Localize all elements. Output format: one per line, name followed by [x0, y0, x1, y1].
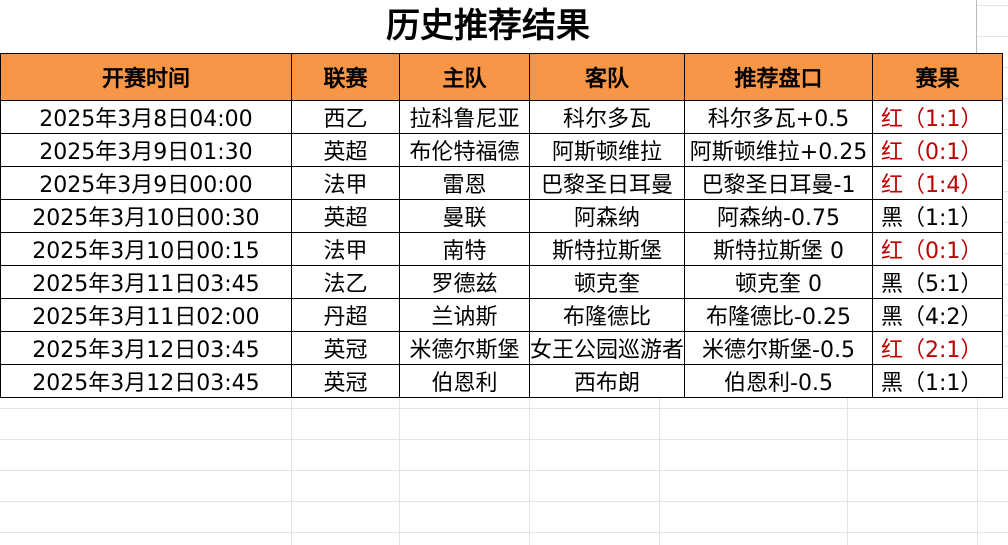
- cell: 法甲: [291, 166, 400, 200]
- cell: 丹超: [291, 298, 400, 332]
- results-table: 开赛时间 联赛 主队 客队 推荐盘口 赛果 2025年3月8日04:00 西乙 拉科鲁尼亚 科尔…: [0, 53, 1004, 398]
- cell: 红（0:1）: [872, 133, 1004, 167]
- data-row: 2025年3月12日03:45 英冠 伯恩利 西布朗 伯恩利-0.5 黑（1:1）: [0, 364, 1004, 398]
- cell: 阿斯顿维拉: [528, 133, 686, 167]
- cell: 英冠: [291, 364, 400, 398]
- cell: 红（1:4）: [872, 166, 1004, 200]
- cell: 2025年3月11日03:45: [0, 265, 292, 299]
- data-row: 2025年3月8日04:00 西乙 拉科鲁尼亚 科尔多瓦 科尔多瓦+0.5 红（1:1）: [0, 100, 1004, 134]
- column-header: 赛果: [872, 53, 1004, 101]
- cell: 拉科鲁尼亚: [399, 100, 530, 134]
- cell: 英超: [291, 199, 400, 233]
- cell: 2025年3月9日00:00: [0, 166, 292, 200]
- cell: 英超: [291, 133, 400, 167]
- cell: 巴黎圣日耳曼-1: [684, 166, 874, 200]
- data-row: 2025年3月9日01:30 英超 布伦特福德 阿斯顿维拉 阿斯顿维拉+0.25 红（0:…: [0, 133, 1004, 167]
- cell: 曼联: [399, 199, 530, 233]
- cell: 2025年3月11日02:00: [0, 298, 292, 332]
- data-row: 2025年3月9日00:00 法甲 雷恩 巴黎圣日耳曼 巴黎圣日耳曼-1 红（1:4）: [0, 166, 1004, 200]
- cell: 阿斯顿维拉+0.25: [684, 133, 874, 167]
- cell: 法甲: [291, 232, 400, 266]
- cell: 伯恩利-0.5: [684, 364, 874, 398]
- cell: 西布朗: [528, 364, 686, 398]
- cell: 黑（1:1）: [872, 199, 1004, 233]
- cell: 科尔多瓦+0.5: [684, 100, 874, 134]
- cell: 雷恩: [399, 166, 530, 200]
- cell: 罗德兹: [399, 265, 530, 299]
- data-row: 2025年3月10日00:30 英超 曼联 阿森纳 阿森纳-0.75 黑（1:1）: [0, 199, 1004, 233]
- cell: 2025年3月12日03:45: [0, 364, 292, 398]
- cell: 伯恩利: [399, 364, 530, 398]
- cell: 黑（1:1）: [872, 364, 1004, 398]
- cell: 巴黎圣日耳曼: [528, 166, 686, 200]
- cell: 黑（5:1）: [872, 265, 1004, 299]
- cell: 阿森纳: [528, 199, 686, 233]
- cell: 顿克奎 0: [684, 265, 874, 299]
- empty-grid: [0, 381, 1008, 545]
- cell: 布伦特福德: [399, 133, 530, 167]
- cell: 南特: [399, 232, 530, 266]
- cell: 斯特拉斯堡: [528, 232, 686, 266]
- cell: 黑（4:2）: [872, 298, 1004, 332]
- cell: 斯特拉斯堡 0: [684, 232, 874, 266]
- cell: 红（0:1）: [872, 232, 1004, 266]
- cell: 布隆德比-0.25: [684, 298, 874, 332]
- cell: 阿森纳-0.75: [684, 199, 874, 233]
- title: 历史推荐结果: [0, 0, 977, 53]
- column-header: 推荐盘口: [684, 53, 874, 101]
- cell: 法乙: [291, 265, 400, 299]
- data-row: 2025年3月12日03:45 英冠 米德尔斯堡 女王公园巡游者 米德尔斯堡-0.5 红（…: [0, 331, 1004, 365]
- header-row: 开赛时间 联赛 主队 客队 推荐盘口 赛果: [0, 53, 1004, 101]
- cell: 布隆德比: [528, 298, 686, 332]
- data-row: 2025年3月11日03:45 法乙 罗德兹 顿克奎 顿克奎 0 黑（5:1）: [0, 265, 1004, 299]
- cell: 2025年3月10日00:15: [0, 232, 292, 266]
- column-header: 客队: [528, 53, 686, 101]
- cell: 米德尔斯堡-0.5: [684, 331, 874, 365]
- cell: 科尔多瓦: [528, 100, 686, 134]
- data-row: 2025年3月10日00:15 法甲 南特 斯特拉斯堡 斯特拉斯堡 0 红（0:1）: [0, 232, 1004, 266]
- cell: 2025年3月12日03:45: [0, 331, 292, 365]
- cell: 女王公园巡游者: [528, 331, 686, 365]
- cell: 兰讷斯: [399, 298, 530, 332]
- column-header: 联赛: [291, 53, 400, 101]
- cell: 红（2:1）: [872, 331, 1004, 365]
- cell: 2025年3月8日04:00: [0, 100, 292, 134]
- cell: 英冠: [291, 331, 400, 365]
- cell: 2025年3月9日01:30: [0, 133, 292, 167]
- data-row: 2025年3月11日02:00 丹超 兰讷斯 布隆德比 布隆德比-0.25 黑（4:2）: [0, 298, 1004, 332]
- cell: 西乙: [291, 100, 400, 134]
- cell: 顿克奎: [528, 265, 686, 299]
- column-header: 主队: [399, 53, 530, 101]
- cell: 米德尔斯堡: [399, 331, 530, 365]
- cell: 红（1:1）: [872, 100, 1004, 134]
- cell: 2025年3月10日00:30: [0, 199, 292, 233]
- column-header: 开赛时间: [0, 53, 292, 101]
